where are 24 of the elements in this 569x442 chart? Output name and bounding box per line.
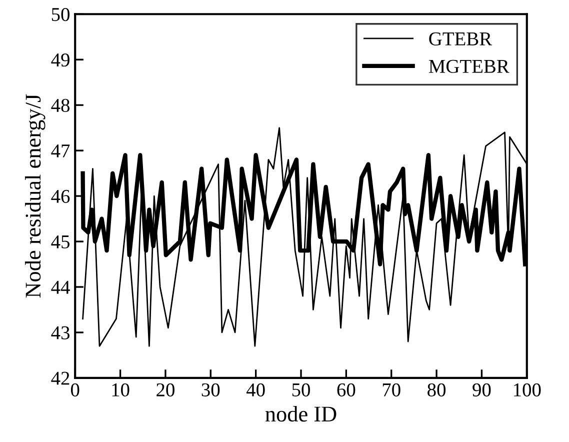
x-tick-label: 20 xyxy=(156,383,174,396)
y-tick-label: 50 xyxy=(52,8,70,22)
x-tick-label: 10 xyxy=(112,383,130,396)
y-tick-label: 45 xyxy=(51,235,70,248)
x-tick-label: 90 xyxy=(472,383,491,396)
legend-label: MGTEBR xyxy=(428,60,510,73)
legend-label: GTEBR xyxy=(429,32,492,46)
x-tick-label: 70 xyxy=(382,383,400,396)
x-tick-label: 80 xyxy=(428,383,446,396)
x-axis-title: node ID xyxy=(265,406,336,422)
y-tick-label: 42 xyxy=(51,372,70,385)
x-tick-label: 40 xyxy=(246,383,265,396)
y-tick-label: 49 xyxy=(51,53,70,67)
x-tick-label: 30 xyxy=(202,383,220,396)
y-tick-label: 46 xyxy=(51,190,70,203)
x-tick-label: 0 xyxy=(70,383,80,396)
y-tick-label: 48 xyxy=(51,98,70,112)
x-tick-label: 50 xyxy=(292,383,310,396)
y-axis-title: Node residual energy/J xyxy=(25,94,46,298)
y-tick-label: 44 xyxy=(51,280,70,294)
x-tick-label: 100 xyxy=(514,383,541,396)
y-tick-label: 43 xyxy=(51,326,70,340)
x-tick-label: 60 xyxy=(337,383,356,396)
y-tick-label: 47 xyxy=(51,144,70,158)
